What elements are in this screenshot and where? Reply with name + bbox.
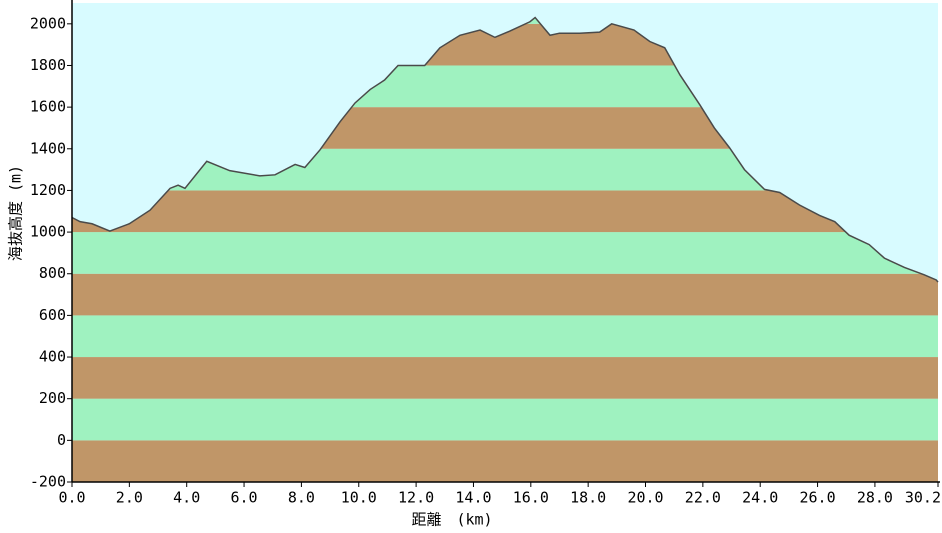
- elevation-band: [72, 357, 938, 399]
- y-tick-label: 400: [39, 348, 66, 366]
- y-tick-label: 1600: [30, 98, 66, 116]
- profile-line: [71, 16, 939, 283]
- x-tick-label: 8.0: [288, 489, 315, 507]
- x-tick-label: 10.0: [341, 489, 377, 507]
- x-tick-label: 0.0: [58, 489, 85, 507]
- x-tick-label: 6.0: [231, 489, 258, 507]
- elevation-band: [72, 232, 938, 274]
- y-tick-label: 0: [57, 431, 66, 449]
- y-axis-title: 海抜高度 (m): [7, 165, 25, 261]
- x-tick-label: 20.0: [627, 489, 663, 507]
- x-axis-title: 距離 (km): [411, 511, 492, 529]
- y-tick-label: 1800: [30, 56, 66, 74]
- y-tick-label: 1200: [30, 181, 66, 199]
- x-tick-label: 16.0: [513, 489, 549, 507]
- y-tick-label: 800: [39, 264, 66, 282]
- x-tick-label: 30.2: [905, 489, 941, 507]
- elevation-bands: [72, 17, 938, 482]
- elevation-band: [72, 398, 938, 441]
- x-tick-label: 12.0: [398, 489, 434, 507]
- x-tick-label: 26.0: [800, 489, 836, 507]
- x-tick-label: 18.0: [570, 489, 606, 507]
- y-tick-label: 1000: [30, 223, 66, 241]
- y-tick-label: 600: [39, 306, 66, 324]
- elevation-band: [72, 273, 938, 316]
- y-tick-label: 1400: [30, 139, 66, 157]
- x-tick-label: 22.0: [685, 489, 721, 507]
- y-tick-label: -200: [30, 473, 66, 491]
- x-tick-label: 28.0: [857, 489, 893, 507]
- elevation-band: [72, 315, 938, 358]
- elevation-band: [72, 440, 938, 482]
- x-tick-label: 2.0: [116, 489, 143, 507]
- y-tick-label: 2000: [30, 14, 66, 32]
- x-tick-label: 24.0: [742, 489, 778, 507]
- x-tick-label: 14.0: [455, 489, 491, 507]
- x-tick-label: 4.0: [173, 489, 200, 507]
- y-tick-label: 200: [39, 389, 66, 407]
